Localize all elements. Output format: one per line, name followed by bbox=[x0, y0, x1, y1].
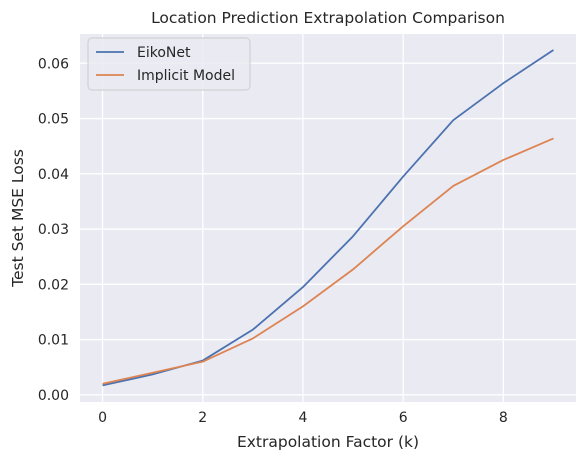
chart-title: Location Prediction Extrapolation Compar… bbox=[151, 9, 505, 27]
legend-label: EikoNet bbox=[137, 45, 191, 61]
y-tick-label: 0.02 bbox=[38, 277, 69, 293]
series-line bbox=[102, 137, 554, 385]
series-lines bbox=[102, 49, 554, 387]
x-tick-label: 0 bbox=[98, 410, 107, 426]
y-tick-label: 0.01 bbox=[38, 333, 69, 349]
x-tick-label: 8 bbox=[499, 410, 508, 426]
x-tick-label: 6 bbox=[399, 410, 408, 426]
legend-box bbox=[87, 37, 251, 91]
legend-label: Implicit Model bbox=[137, 68, 235, 84]
x-axis-ticks: 0 2 4 6 8 bbox=[98, 410, 508, 426]
y-axis-ticks: 0.00 0.01 0.02 0.03 0.04 0.05 0.06 bbox=[38, 56, 69, 404]
y-tick-label: 0.00 bbox=[38, 388, 69, 404]
plot-area bbox=[80, 34, 576, 402]
y-axis-title: Test Set MSE Loss bbox=[9, 149, 27, 288]
x-tick-label: 4 bbox=[298, 410, 307, 426]
y-tick-label: 0.04 bbox=[38, 167, 69, 183]
y-tick-label: 0.03 bbox=[38, 222, 69, 238]
legend: EikoNet Implicit Model bbox=[87, 37, 251, 91]
y-tick-label: 0.05 bbox=[38, 112, 69, 128]
gridlines bbox=[80, 34, 576, 402]
x-tick-label: 2 bbox=[198, 410, 207, 426]
x-axis-title: Extrapolation Factor (k) bbox=[237, 433, 419, 451]
y-tick-label: 0.06 bbox=[38, 56, 69, 72]
